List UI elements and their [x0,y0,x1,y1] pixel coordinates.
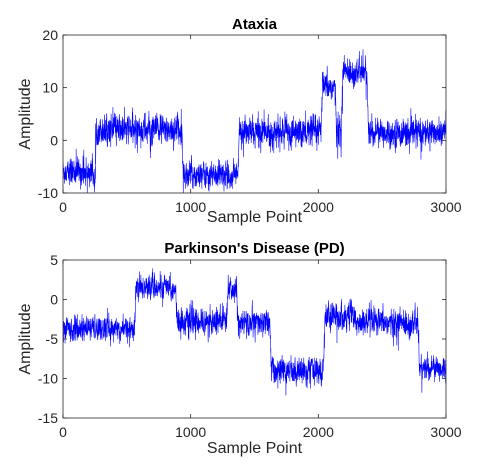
x-tick-label: 0 [59,424,67,440]
y-tick-label: -10 [38,371,58,387]
x-tick-label: 3000 [430,199,461,215]
axes-box [62,34,447,194]
chart-panel-2: 0 1000 2000 3000 -15 -10 -5 0 5 Parkinson's Disea… [17,240,462,457]
plot-area [63,260,446,418]
y-tick-label: 0 [50,292,58,308]
y-tick-label: -5 [46,331,59,347]
chart-title: Ataxia [232,16,278,33]
x-tick-label: 1000 [175,199,206,215]
chart-title: Parkinson's Disease (PD) [164,240,344,257]
y-tick-label: -10 [38,185,58,201]
y-axis-label: Amplitude [17,303,34,374]
x-tick-label: 0 [59,199,67,215]
x-axis-label: Sample Point [207,209,303,226]
x-axis-label: Sample Point [207,440,303,457]
y-tick-label: -15 [38,410,58,426]
y-tick-label: 20 [42,27,58,43]
series-line [63,268,446,396]
x-tick-label: 2000 [303,424,334,440]
x-tick-label: 1000 [175,424,206,440]
series-line [63,49,446,193]
y-axis-label: Amplitude [17,78,34,149]
x-tick-label: 3000 [430,424,461,440]
y-tick-label: 5 [50,252,58,268]
y-tick-label: 10 [42,80,58,96]
x-tick-label: 2000 [303,199,334,215]
y-tick-label: 0 [50,132,58,148]
plot-area [63,35,446,193]
